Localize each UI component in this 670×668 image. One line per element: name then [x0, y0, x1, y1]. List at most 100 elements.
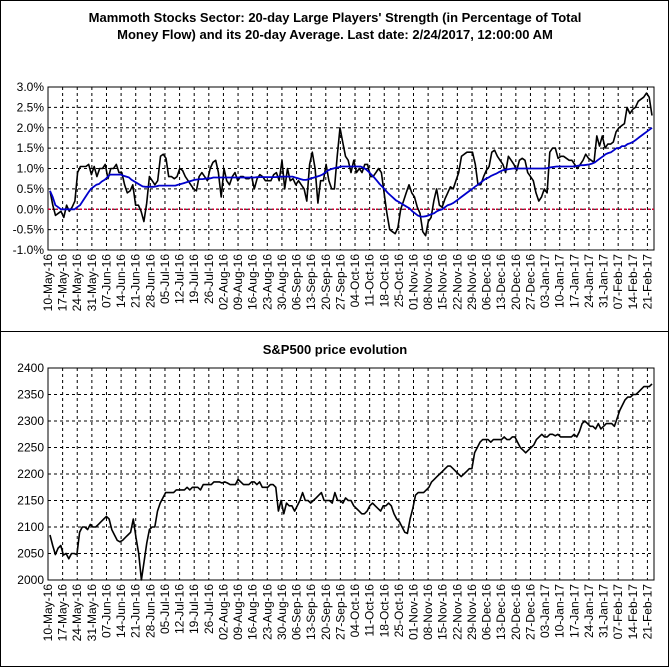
top-x-tick-label: 17-Jan-17 — [567, 254, 581, 308]
bottom-x-tick-label: 27-Dec-16 — [523, 584, 537, 640]
bottom-x-tick-label: 18-Oct-16 — [377, 584, 391, 638]
bottom-y-tick-label: 2200 — [17, 467, 44, 481]
bottom-x-tick-label: 15-Nov-16 — [436, 584, 450, 640]
top-x-tick-label: 11-Oct-16 — [363, 254, 377, 307]
top-y-tick-label: 0.5% — [17, 182, 45, 196]
top-x-tick-label: 18-Oct-16 — [377, 254, 391, 308]
bottom-chart-title: S&P500 price evolution — [263, 342, 408, 357]
bottom-y-tick-label: 2100 — [17, 520, 44, 534]
bottom-x-tick-label: 24-Jan-17 — [582, 584, 596, 638]
top-x-tick-label: 02-Aug-16 — [216, 254, 230, 310]
top-x-tick-label: 23-Aug-16 — [260, 254, 274, 310]
top-x-tick-label: 06-Sep-16 — [290, 254, 304, 310]
top-x-tick-label: 13-Sep-16 — [304, 254, 318, 310]
top-y-tick-label: -0.5% — [13, 223, 45, 237]
top-y-tick-label: 3.0% — [17, 80, 45, 94]
bottom-y-tick-label: 2300 — [17, 414, 44, 428]
top-x-tick-label: 26-Jul-16 — [202, 254, 216, 304]
bottom-y-tick-label: 2250 — [17, 441, 44, 455]
top-x-tick-label: 24-May-16 — [70, 254, 84, 312]
bottom-x-tick-label: 07-Jun-16 — [99, 584, 113, 638]
top-x-tick-label: 08-Nov-16 — [421, 254, 435, 310]
top-x-tick-label: 06-Dec-16 — [480, 254, 494, 310]
top-plot-area: 3.0%2.5%2.0%1.5%1.0%0.5%0.0%-0.5%-1.0%10… — [13, 80, 655, 311]
bottom-x-tick-label: 14-Jun-16 — [114, 584, 128, 638]
bottom-x-tick-label: 28-Jun-16 — [143, 584, 157, 638]
top-series-average-line — [49, 127, 653, 218]
bottom-x-tick-label: 31-Jan-17 — [597, 584, 611, 638]
top-x-tick-label: 13-Dec-16 — [494, 254, 508, 310]
top-x-tick-label: 10-May-16 — [41, 254, 55, 312]
top-x-tick-label: 05-Jul-16 — [158, 254, 172, 304]
bottom-y-tick-label: 2050 — [17, 547, 44, 561]
bottom-x-tick-label: 08-Nov-16 — [421, 584, 435, 640]
bottom-x-tick-label: 13-Dec-16 — [494, 584, 508, 640]
top-x-tick-label: 14-Jun-16 — [114, 254, 128, 308]
bottom-x-tick-label: 01-Nov-16 — [407, 584, 421, 640]
bottom-x-tick-label: 04-Oct-16 — [348, 584, 362, 638]
bottom-x-tick-label: 07-Feb-17 — [611, 584, 625, 640]
top-x-tick-label: 09-Aug-16 — [231, 254, 245, 310]
bottom-y-tick-label: 2150 — [17, 494, 44, 508]
top-x-tick-label: 25-Oct-16 — [392, 254, 406, 308]
bottom-plot-frame — [47, 367, 655, 581]
bottom-x-tick-label: 31-May-16 — [85, 584, 99, 642]
bottom-y-tick-label: 2400 — [17, 361, 44, 375]
top-y-tick-label: 1.0% — [17, 162, 45, 176]
top-x-tick-label: 31-May-16 — [85, 254, 99, 312]
top-x-tick-label: 17-May-16 — [56, 254, 70, 312]
top-x-tick-label: 07-Jun-16 — [99, 254, 113, 308]
bottom-x-tick-label: 27-Sep-16 — [333, 584, 347, 640]
top-x-tick-label: 31-Jan-17 — [597, 254, 611, 308]
top-x-tick-label: 29-Nov-16 — [465, 254, 479, 310]
top-y-tick-label: 2.5% — [17, 100, 45, 114]
bottom-x-tick-label: 20-Sep-16 — [319, 584, 333, 640]
bottom-x-tick-label: 02-Aug-16 — [216, 584, 230, 640]
top-x-tick-label: 30-Aug-16 — [275, 254, 289, 310]
bottom-x-tick-label: 05-Jul-16 — [158, 584, 172, 634]
bottom-x-tick-label: 23-Aug-16 — [260, 584, 274, 640]
bottom-plot-area: 2400 2350 2300 2250 2200 2150 2100 2050 200010-M… — [17, 361, 655, 642]
top-x-tick-label: 20-Sep-16 — [319, 254, 333, 310]
top-x-tick-label: 01-Nov-16 — [407, 254, 421, 310]
bottom-x-tick-label: 25-Oct-16 — [392, 584, 406, 638]
bottom-x-tick-label: 24-May-16 — [70, 584, 84, 642]
top-x-tick-label: 24-Jan-17 — [582, 254, 596, 308]
top-x-tick-label: 19-Jul-16 — [187, 254, 201, 304]
bottom-x-tick-label: 17-May-16 — [56, 584, 70, 642]
bottom-x-tick-label: 10-May-16 — [41, 584, 55, 642]
bottom-x-tick-label: 17-Jan-17 — [567, 584, 581, 638]
bottom-x-tick-label: 29-Nov-16 — [465, 584, 479, 640]
bottom-panel-frame — [0, 331, 669, 667]
bottom-y-tick-label: 2350 — [17, 388, 44, 402]
top-series-strength-line — [49, 92, 653, 237]
bottom-x-tick-label: 21-Jun-16 — [129, 584, 143, 638]
top-y-tick-label: 2.0% — [17, 121, 45, 135]
bottom-x-tick-label: 30-Aug-16 — [275, 584, 289, 640]
bottom-x-tick-label: 14-Feb-17 — [626, 584, 640, 640]
bottom-series-sp500-line — [49, 383, 653, 581]
bottom-x-tick-label: 20-Dec-16 — [509, 584, 523, 640]
top-x-tick-label: 27-Sep-16 — [333, 254, 347, 310]
bottom-x-tick-label: 03-Jan-17 — [538, 584, 552, 638]
top-x-tick-label: 27-Dec-16 — [523, 254, 537, 310]
top-x-tick-label: 20-Dec-16 — [509, 254, 523, 310]
top-y-tick-label: 1.5% — [17, 141, 45, 155]
top-x-tick-label: 10-Jan-17 — [553, 254, 567, 308]
bottom-y-tick-label: 2000 — [17, 573, 44, 587]
bottom-x-tick-label: 19-Jul-16 — [187, 584, 201, 634]
bottom-x-tick-label: 21-Feb-17 — [640, 584, 654, 640]
bottom-x-tick-label: 26-Jul-16 — [202, 584, 216, 634]
top-x-tick-label: 12-Jul-16 — [173, 254, 187, 304]
top-y-tick-label: -1.0% — [13, 243, 45, 257]
bottom-x-tick-label: 11-Oct-16 — [363, 584, 377, 637]
bottom-x-tick-label: 22-Nov-16 — [450, 584, 464, 640]
top-y-tick-label: 0.0% — [17, 202, 45, 216]
top-chart-title-line2: Money Flow) and its 20-day Average. Last… — [117, 27, 553, 42]
top-x-tick-label: 15-Nov-16 — [436, 254, 450, 310]
top-x-tick-label: 16-Aug-16 — [246, 254, 260, 310]
top-chart-title-line1: Mammoth Stocks Sector: 20-day Large Play… — [89, 10, 582, 25]
top-x-tick-label: 22-Nov-16 — [450, 254, 464, 310]
